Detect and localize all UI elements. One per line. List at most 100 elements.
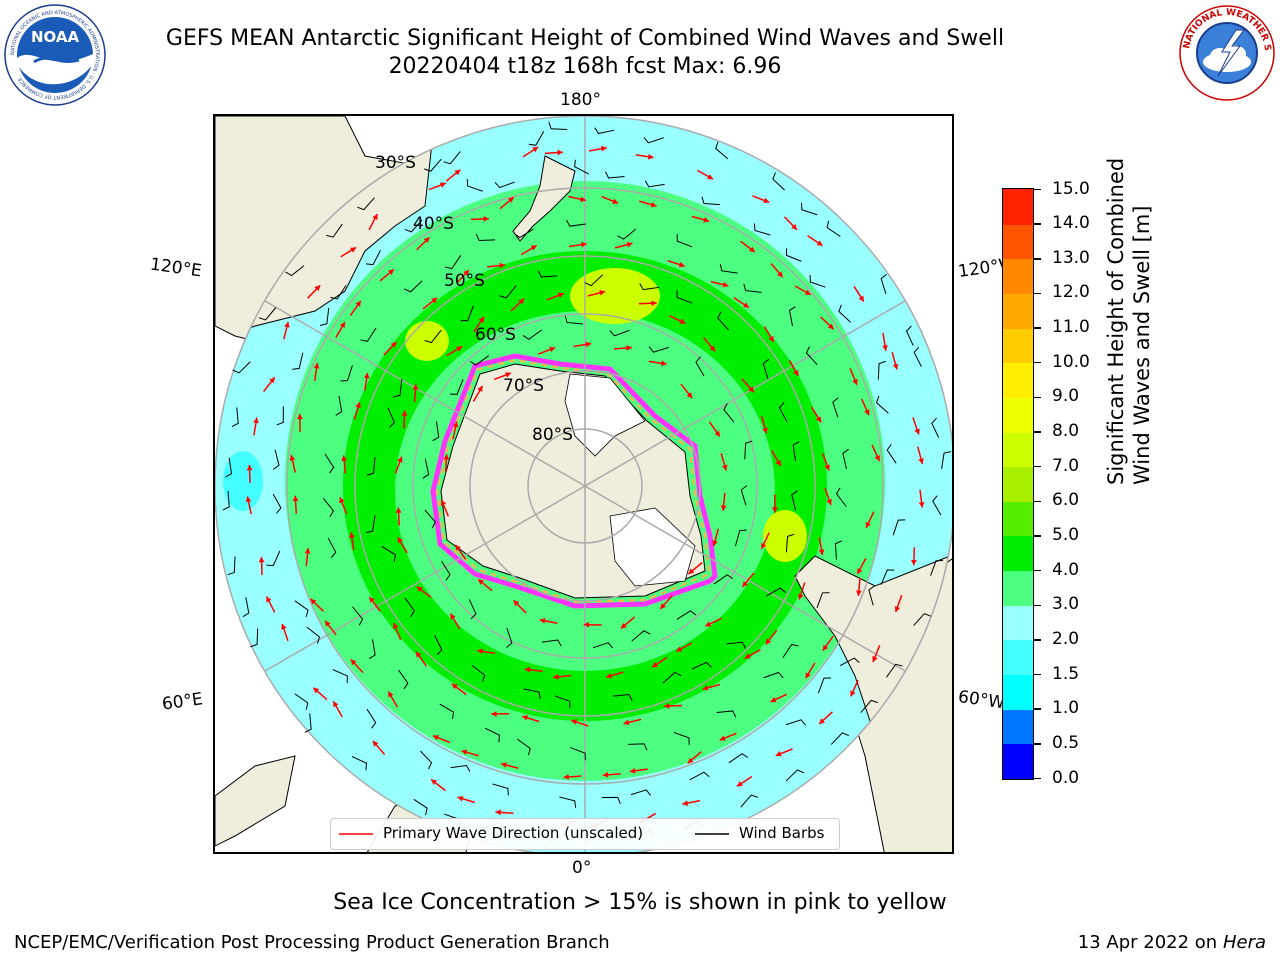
wind-barb	[676, 234, 693, 248]
colorbar-tick	[1034, 535, 1041, 537]
colorbar-tick-label: 2.0	[1052, 628, 1080, 649]
wind-barb	[885, 663, 903, 678]
wind-barb	[439, 703, 455, 720]
wave-direction-arrowhead	[452, 421, 459, 428]
wave-direction-arrowhead	[439, 182, 446, 188]
wave-direction-arrowhead	[431, 297, 438, 304]
wave-direction-arrowhead	[363, 372, 370, 379]
wind-barb	[753, 223, 771, 236]
wind-barb	[785, 533, 795, 553]
wind-barb	[319, 307, 330, 327]
colorbar-segment	[1003, 189, 1033, 225]
wave-direction-arrowhead	[393, 622, 399, 629]
wave-direction-arrowhead	[712, 540, 718, 547]
wave-direction-arrowhead	[553, 674, 559, 680]
lon-label-60e: 60°E	[160, 689, 205, 715]
wind-barb	[941, 451, 951, 470]
wave-direction-arrowhead	[372, 740, 379, 747]
lat-label-30s: 30°S	[375, 153, 416, 173]
wave-direction-arrowhead	[819, 718, 826, 724]
wave-direction-arrowhead	[709, 345, 716, 352]
wave-direction-arrowhead	[433, 735, 439, 741]
wind-barb	[537, 270, 558, 278]
colorbar-tick-label: 7.0	[1052, 455, 1080, 476]
wind-barb	[450, 379, 464, 395]
wave-direction-arrowhead	[397, 456, 403, 463]
wave-direction-arrowhead	[742, 302, 749, 308]
chart-subtitle: 20220404 t18z 168h fcst Max: 6.96	[388, 54, 782, 79]
wind-barb	[816, 592, 830, 608]
wave-direction-arrowhead	[581, 241, 587, 248]
wind-barb	[877, 360, 886, 380]
colorbar-segment	[1003, 293, 1033, 329]
wave-direction-arrowhead	[245, 496, 252, 503]
wave-direction-arrowhead	[440, 499, 447, 506]
wave-direction-arrowhead	[798, 593, 804, 600]
nws-logo: NATIONAL WEATHER SERVICE	[1178, 4, 1275, 101]
wave-direction-arrowhead	[660, 603, 666, 609]
colorbar-segment	[1003, 709, 1033, 745]
wave-direction-arrowhead	[911, 559, 917, 566]
wave-direction-arrowhead	[522, 715, 529, 721]
wave-direction-arrowhead	[507, 197, 514, 203]
lon-label-120e: 120°E	[148, 254, 203, 282]
wind-barb	[434, 635, 443, 656]
wave-direction-arrowhead	[253, 417, 259, 424]
wind-barb	[691, 661, 712, 670]
wind-barb	[443, 151, 461, 165]
wind-barb	[304, 713, 312, 733]
wind-barb	[726, 641, 747, 649]
wave-direction-arrowhead	[765, 638, 772, 645]
wind-barb	[717, 311, 729, 331]
wind-barb	[740, 794, 758, 808]
wave-direction-arrowhead	[918, 458, 924, 464]
wave-direction-arrowhead	[620, 622, 627, 629]
footer-producer: NCEP/EMC/Verification Post Processing Pr…	[14, 932, 610, 953]
wave-direction-legend-swatch	[339, 833, 373, 835]
colorbar-segment	[1003, 570, 1033, 606]
wind-barb	[631, 630, 651, 642]
wind-barb	[365, 515, 376, 534]
wind-barb	[875, 395, 889, 414]
wind-barbs-legend-label: Wind Barbs	[739, 824, 825, 842]
wave-direction-arrowhead	[258, 556, 265, 563]
wave-direction-arrowhead	[454, 169, 461, 176]
wind-barb	[719, 263, 738, 274]
wind-barb	[716, 710, 737, 718]
wind-barb	[785, 719, 806, 726]
wave-direction-arrowhead	[686, 392, 693, 399]
wind-barb	[232, 361, 251, 374]
colorbar-tick-label: 13.0	[1052, 247, 1090, 268]
colorbar-tick-label: 12.0	[1052, 282, 1090, 303]
colorbar-tick	[1034, 639, 1041, 641]
wind-barb	[772, 172, 785, 191]
wind-barb	[324, 453, 335, 474]
wave-direction-arrowhead	[818, 549, 825, 556]
wave-direction-arrowhead	[791, 224, 797, 230]
wave-direction-arrowhead	[768, 335, 774, 342]
wind-barb	[404, 219, 423, 233]
wave-direction-arrowhead	[518, 298, 525, 305]
colorbar-tick	[1034, 188, 1041, 191]
wave-direction-arrowhead	[284, 321, 290, 328]
wave-direction-arrowhead	[763, 197, 770, 204]
wind-barb	[880, 273, 887, 295]
wave-direction-arrowhead	[771, 507, 778, 513]
wind-barb	[913, 613, 932, 626]
colorbar-tick-label: 1.0	[1052, 698, 1080, 719]
wind-barb	[801, 202, 818, 216]
wave-direction-arrowhead	[390, 342, 397, 348]
colorbar-segment	[1003, 639, 1033, 676]
wind-barb	[701, 196, 720, 206]
wave-direction-arrowhead	[333, 701, 339, 708]
wind-barb	[494, 181, 515, 189]
wave-direction-arrowhead	[461, 749, 468, 756]
wave-direction-arrowhead	[664, 703, 670, 709]
wave-direction-arrowhead	[606, 672, 612, 679]
wave-direction-arrowhead	[539, 618, 546, 624]
wave-direction-arrowhead	[918, 502, 925, 508]
colorbar	[1002, 188, 1034, 780]
wind-barb	[584, 274, 604, 287]
wind-barb	[570, 747, 586, 761]
wind-barb	[744, 440, 753, 460]
